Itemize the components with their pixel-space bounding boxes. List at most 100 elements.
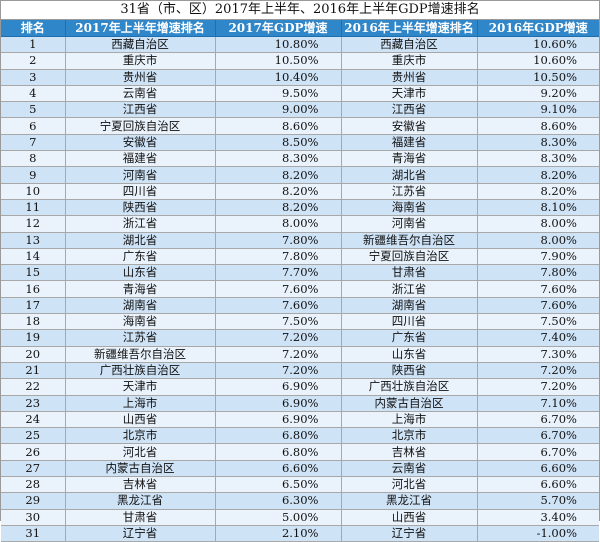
growth-2016-cell: 7.50% <box>477 313 599 331</box>
growth-2016-cell: 8.10% <box>477 199 599 217</box>
province-2016-cell: 海南省 <box>341 199 478 217</box>
growth-2017-cell: 5.00% <box>215 509 342 526</box>
table-row: 8 福建省 8.30% 青海省 8.30% <box>1 150 599 168</box>
province-2016-cell: 广西壮族自治区 <box>341 378 478 396</box>
growth-2017-cell: 10.80% <box>215 36 342 54</box>
province-2016-cell: 福建省 <box>341 134 478 152</box>
rank-cell: 10 <box>1 183 66 200</box>
province-2016-cell: 云南省 <box>341 460 478 478</box>
rank-cell: 27 <box>1 460 66 478</box>
rank-cell: 26 <box>1 443 66 461</box>
rank-cell: 31 <box>1 525 66 542</box>
rank-cell: 15 <box>1 264 66 282</box>
rank-cell: 28 <box>1 476 66 494</box>
growth-2017-cell: 6.30% <box>215 492 342 510</box>
rank-cell: 17 <box>1 297 66 315</box>
growth-2016-cell: 6.70% <box>477 411 599 429</box>
province-2016-cell: 广东省 <box>341 329 478 347</box>
growth-2017-cell: 7.20% <box>215 346 342 363</box>
table-row: 29 黑龙江省 6.30% 黑龙江省 5.70% <box>1 492 599 510</box>
rank-cell: 5 <box>1 101 66 119</box>
growth-2016-cell: 7.10% <box>477 395 599 412</box>
province-2017-cell: 上海市 <box>65 395 216 412</box>
table-row: 20 新疆维吾尔自治区 7.20% 山东省 7.30% <box>1 346 599 363</box>
table-row: 2 重庆市 10.50% 重庆市 10.60% <box>1 52 599 70</box>
province-2017-cell: 山东省 <box>65 264 216 282</box>
province-2016-cell: 山西省 <box>341 509 478 526</box>
province-2017-cell: 西藏自治区 <box>65 36 216 54</box>
table-row: 11 陕西省 8.20% 海南省 8.10% <box>1 199 599 217</box>
province-2017-cell: 内蒙古自治区 <box>65 460 216 478</box>
province-2016-cell: 西藏自治区 <box>341 36 478 54</box>
growth-2017-cell: 6.80% <box>215 443 342 461</box>
province-2017-cell: 陕西省 <box>65 199 216 217</box>
table-row: 21 广西壮族自治区 7.20% 陕西省 7.20% <box>1 362 599 380</box>
growth-2017-cell: 6.90% <box>215 378 342 396</box>
rank-cell: 7 <box>1 134 66 152</box>
province-2017-cell: 湖南省 <box>65 297 216 315</box>
table-row: 28 吉林省 6.50% 河北省 6.60% <box>1 476 599 494</box>
province-2017-cell: 河南省 <box>65 166 216 184</box>
table-row: 9 河南省 8.20% 湖北省 8.20% <box>1 166 599 184</box>
growth-2017-cell: 10.50% <box>215 52 342 70</box>
growth-2017-cell: 8.20% <box>215 183 342 200</box>
province-2016-cell: 江苏省 <box>341 183 478 200</box>
table-row: 26 河北省 6.80% 吉林省 6.70% <box>1 443 599 461</box>
rank-cell: 2 <box>1 52 66 70</box>
growth-2016-cell: 8.00% <box>477 215 599 233</box>
growth-2016-cell: 8.20% <box>477 166 599 184</box>
growth-2016-cell: 7.40% <box>477 329 599 347</box>
rank-cell: 22 <box>1 378 66 396</box>
rank-cell: 16 <box>1 280 66 298</box>
province-2016-cell: 北京市 <box>341 427 478 445</box>
rank-cell: 6 <box>1 117 66 135</box>
growth-2016-cell: 3.40% <box>477 509 599 526</box>
province-2017-cell: 辽宁省 <box>65 525 216 542</box>
growth-2016-cell: 7.60% <box>477 297 599 315</box>
rank-cell: 11 <box>1 199 66 217</box>
province-2017-cell: 贵州省 <box>65 69 216 86</box>
province-2017-cell: 河北省 <box>65 443 216 461</box>
growth-2017-cell: 6.80% <box>215 427 342 445</box>
table-row: 3 贵州省 10.40% 贵州省 10.50% <box>1 69 599 86</box>
province-2016-cell: 内蒙古自治区 <box>341 395 478 412</box>
table-row: 13 湖北省 7.80% 新疆维吾尔自治区 8.00% <box>1 232 599 249</box>
rank-cell: 14 <box>1 248 66 266</box>
province-2017-cell: 湖北省 <box>65 232 216 249</box>
province-2017-cell: 新疆维吾尔自治区 <box>65 346 216 363</box>
province-2016-cell: 青海省 <box>341 150 478 168</box>
province-2016-cell: 贵州省 <box>341 69 478 86</box>
header-row: 排名 2017年上半年增速排名 2017年GDP增速 2016年上半年增速排名 … <box>1 20 599 37</box>
province-2016-cell: 天津市 <box>341 85 478 103</box>
growth-2016-cell: 10.60% <box>477 36 599 54</box>
table-row: 31 辽宁省 2.10% 辽宁省 -1.00% <box>1 525 599 542</box>
table-row: 24 山西省 6.90% 上海市 6.70% <box>1 411 599 429</box>
table-row: 30 甘肃省 5.00% 山西省 3.40% <box>1 509 599 526</box>
province-2016-cell: 山东省 <box>341 346 478 363</box>
table-row: 19 江苏省 7.20% 广东省 7.40% <box>1 329 599 347</box>
rank-cell: 13 <box>1 232 66 249</box>
table-row: 1 西藏自治区 10.80% 西藏自治区 10.60% <box>1 36 599 54</box>
province-2017-cell: 江苏省 <box>65 329 216 347</box>
growth-2017-cell: 10.40% <box>215 69 342 86</box>
province-2017-cell: 宁夏回族自治区 <box>65 117 216 135</box>
rank-cell: 25 <box>1 427 66 445</box>
rank-cell: 23 <box>1 395 66 412</box>
rank-cell: 29 <box>1 492 66 510</box>
province-2016-cell: 吉林省 <box>341 443 478 461</box>
province-2016-cell: 湖南省 <box>341 297 478 315</box>
growth-2016-cell: 7.20% <box>477 378 599 396</box>
growth-2016-cell: 6.60% <box>477 476 599 494</box>
growth-2017-cell: 7.60% <box>215 297 342 315</box>
rank-cell: 12 <box>1 215 66 233</box>
growth-2016-cell: 8.60% <box>477 117 599 135</box>
province-2016-cell: 陕西省 <box>341 362 478 380</box>
growth-2017-cell: 7.20% <box>215 362 342 380</box>
province-2017-cell: 江西省 <box>65 101 216 119</box>
rank-cell: 9 <box>1 166 66 184</box>
table-header: 排名 2017年上半年增速排名 2017年GDP增速 2016年上半年增速排名 … <box>1 20 599 37</box>
growth-2017-cell: 6.50% <box>215 476 342 494</box>
growth-2017-cell: 8.50% <box>215 134 342 152</box>
growth-2017-cell: 7.60% <box>215 280 342 298</box>
rank-cell: 18 <box>1 313 66 331</box>
